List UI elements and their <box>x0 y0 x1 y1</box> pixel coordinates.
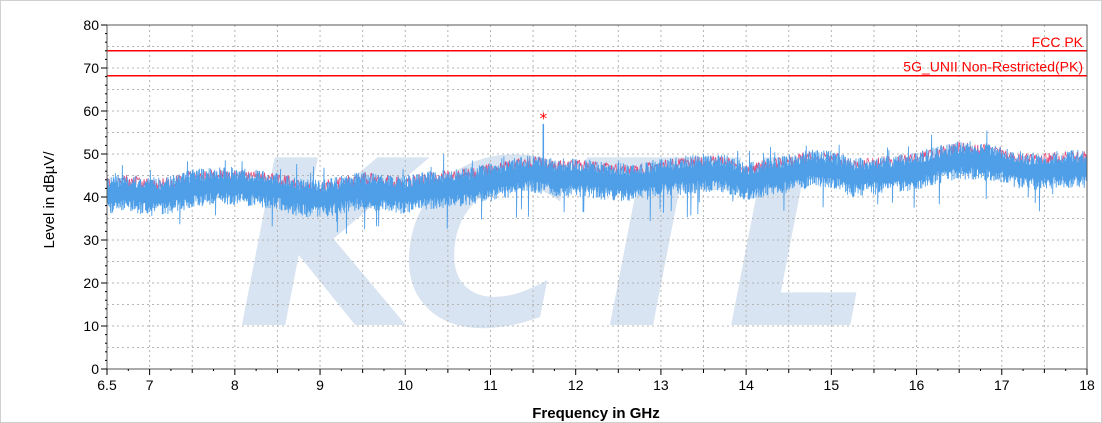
y-tick-label: 0 <box>91 361 99 377</box>
y-axis-title: Level in dBµV/ <box>41 151 58 249</box>
x-tick-label: 16 <box>909 377 925 393</box>
x-tick-label: 15 <box>824 377 840 393</box>
y-axis-ticks: 0 10 20 30 40 50 60 70 80 <box>83 17 107 377</box>
y-tick-label: 80 <box>83 17 99 33</box>
series-trace <box>106 130 1088 234</box>
y-tick-label: 60 <box>83 103 99 119</box>
y-tick-label: 10 <box>83 318 99 334</box>
x-tick-label: 14 <box>738 377 754 393</box>
y-tick-label: 30 <box>83 232 99 248</box>
watermark: KCTL <box>237 113 873 380</box>
x-tick-label: 9 <box>316 377 324 393</box>
x-axis-title: Frequency in GHz <box>532 405 660 422</box>
x-tick-label: 10 <box>397 377 413 393</box>
x-tick-label: 7 <box>146 377 154 393</box>
x-tick-label: 18 <box>1079 377 1095 393</box>
y-tick-label: 20 <box>83 275 99 291</box>
x-tick-label: 12 <box>568 377 584 393</box>
peak-marker: * <box>540 109 548 127</box>
limit-label: 5G_UNII Non-Restricted(PK) <box>903 59 1083 75</box>
x-tick-label: 17 <box>994 377 1010 393</box>
x-tick-label: 11 <box>483 377 498 393</box>
y-tick-label: 50 <box>83 146 99 162</box>
limit-lines: FCC PK 5G_UNII Non-Restricted(PK) <box>107 34 1087 77</box>
x-tick-label: 13 <box>653 377 669 393</box>
limit-label: FCC PK <box>1032 34 1084 50</box>
y-tick-label: 70 <box>83 60 99 76</box>
x-tick-label: 6.5 <box>97 377 117 393</box>
x-tick-label: 8 <box>231 377 239 393</box>
series-layer <box>106 123 1088 234</box>
y-tick-label: 40 <box>83 189 99 205</box>
markers: * <box>540 109 548 127</box>
x-axis-ticks: 6.5 7 8 9 10 11 12 13 14 15 16 17 18 <box>97 369 1095 393</box>
